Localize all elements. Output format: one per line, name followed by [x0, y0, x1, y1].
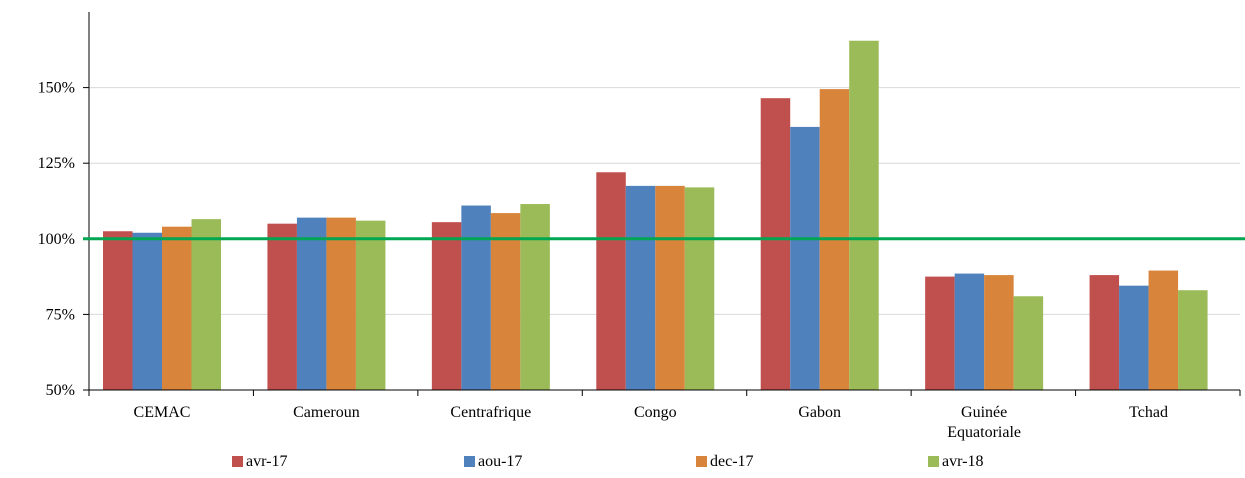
- bar: [267, 223, 297, 390]
- y-tick-label: 150%: [38, 80, 75, 97]
- category-label: Equatoriale: [947, 424, 1021, 441]
- bar: [461, 205, 491, 390]
- bar: [596, 172, 626, 390]
- category-label: Guinée: [961, 404, 1007, 421]
- bar: [1013, 296, 1044, 390]
- bar: [925, 276, 955, 390]
- legend: avr-17 aou-17 dec-17 avr-18: [232, 453, 983, 470]
- legend-label: avr-17: [246, 453, 287, 470]
- y-tick-label: 50%: [46, 382, 75, 399]
- y-tick-label: 100%: [38, 231, 75, 248]
- category-label: Centrafrique: [450, 404, 531, 421]
- bar: [191, 219, 221, 390]
- bar: [355, 220, 386, 390]
- legend-label: dec-17: [710, 453, 754, 470]
- y-tick-label: 75%: [46, 306, 75, 323]
- bar: [296, 217, 327, 390]
- legend-swatch: [232, 456, 243, 467]
- legend-label: avr-18: [942, 453, 983, 470]
- bar: [520, 204, 550, 390]
- legend-swatch: [696, 456, 707, 467]
- bar: [1178, 290, 1208, 390]
- bar: [625, 185, 656, 390]
- bars: [103, 40, 1208, 391]
- bar: [326, 217, 356, 390]
- bar: [1148, 270, 1179, 390]
- bar: [431, 222, 462, 390]
- bar: [655, 185, 685, 390]
- y-tick-label: 125%: [38, 155, 75, 172]
- legend-swatch: [464, 456, 475, 467]
- bar: [1119, 285, 1149, 390]
- legend-swatch: [928, 456, 939, 467]
- category-label: Cameroun: [293, 404, 360, 421]
- category-label: Gabon: [798, 404, 841, 421]
- bar: [490, 213, 521, 390]
- bar: [849, 40, 879, 391]
- bar: [132, 232, 162, 390]
- bar: [954, 273, 985, 390]
- bar: [684, 187, 715, 390]
- category-label: Congo: [634, 404, 677, 421]
- labels: 50% 75% 100% 125% 150% CEMAC Cameroun Centrafri…: [38, 80, 1168, 441]
- category-label: CEMAC: [134, 404, 191, 421]
- category-label: Tchad: [1129, 404, 1168, 421]
- bar: [103, 231, 133, 390]
- bar: [760, 98, 791, 391]
- bar: [1089, 275, 1120, 390]
- bar: [790, 126, 820, 391]
- bar: [984, 275, 1014, 390]
- bar: [162, 226, 192, 390]
- legend-label: aou-17: [478, 453, 522, 470]
